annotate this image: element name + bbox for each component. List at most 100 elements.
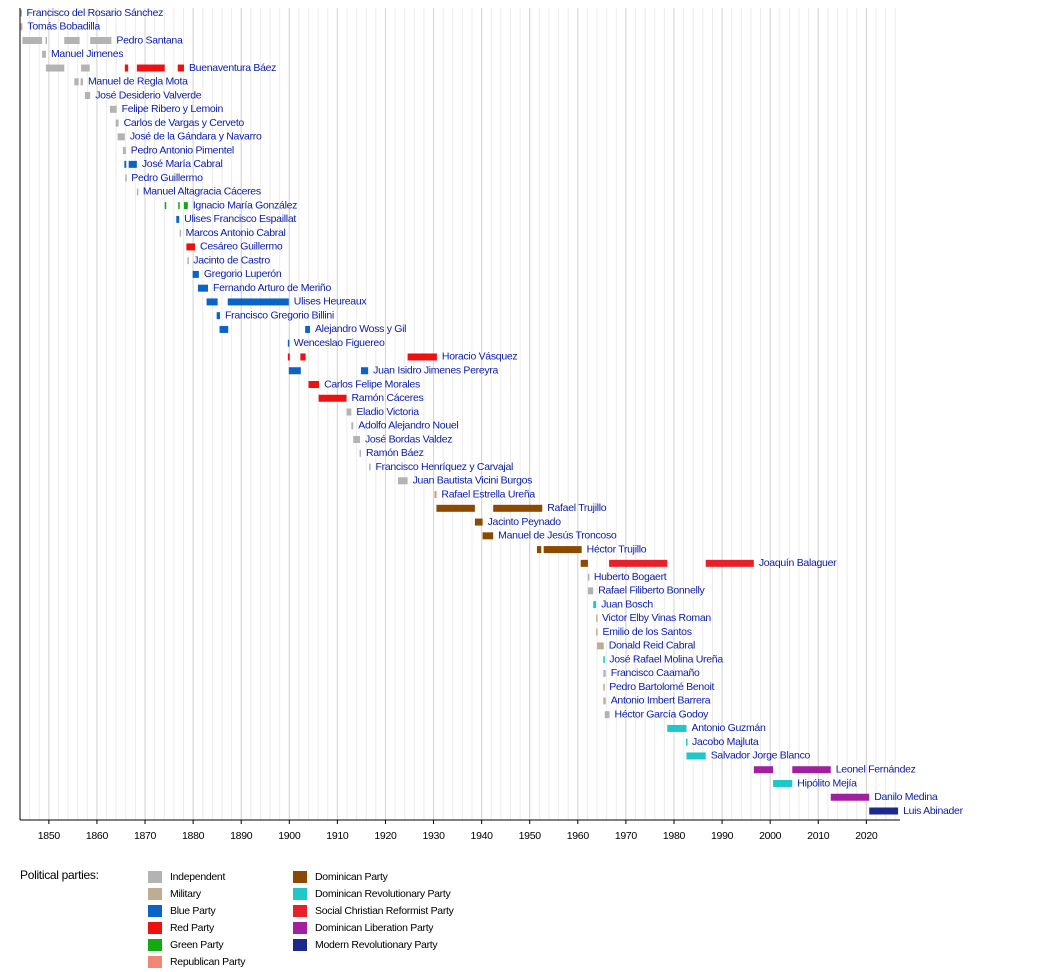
term-bar xyxy=(186,243,196,251)
term-bar xyxy=(580,559,588,567)
president-name: Salvador Jorge Blanco xyxy=(711,750,811,762)
president-name: Juan Isidro Jimenes Pereyra xyxy=(373,365,498,377)
term-bar xyxy=(128,160,137,168)
term-bar xyxy=(64,37,80,45)
term-bar xyxy=(493,504,543,512)
term-bar xyxy=(753,766,774,774)
x-tick-label: 2020 xyxy=(855,830,878,842)
term-bar xyxy=(597,642,604,650)
legend-swatch xyxy=(293,922,307,934)
president-name: Manuel Altagracia Cáceres xyxy=(143,186,261,198)
president-name: Jacinto Peynado xyxy=(488,516,562,528)
legend-label: Military xyxy=(170,888,202,900)
president-name: Francisco del Rosario Sánchez xyxy=(26,7,163,19)
term-bar xyxy=(436,504,475,512)
x-tick-label: 1900 xyxy=(278,830,301,842)
term-bar xyxy=(124,64,129,72)
president-name: Pedro Bartolomé Benoit xyxy=(609,681,714,693)
term-bar xyxy=(206,298,218,306)
term-bar xyxy=(667,724,687,732)
term-bar xyxy=(359,449,361,457)
president-name: Leonel Fernández xyxy=(836,764,916,776)
president-name: Cesáreo Guillermo xyxy=(200,241,283,253)
legend-swatch xyxy=(148,939,162,951)
term-bar xyxy=(536,546,542,554)
term-bar xyxy=(593,601,597,609)
president-name: Emilio de los Santos xyxy=(603,626,692,638)
president-name: Manuel Jimenes xyxy=(51,48,123,60)
term-bar xyxy=(22,37,43,45)
term-bar xyxy=(197,284,209,292)
term-bar xyxy=(109,105,117,113)
term-bar xyxy=(308,380,320,388)
president-name: Ramón Báez xyxy=(366,447,424,459)
term-bar xyxy=(300,353,306,361)
term-bar xyxy=(773,779,793,787)
term-bar xyxy=(183,202,188,210)
x-tick-label: 2000 xyxy=(759,830,782,842)
president-name: Antonio Imbert Barrera xyxy=(611,695,711,707)
president-name: José de la Gándara y Navarro xyxy=(130,131,262,143)
x-tick-label: 1930 xyxy=(422,830,445,842)
president-name: Ramón Cáceres xyxy=(352,392,424,404)
president-name: Jacobo Majluta xyxy=(692,736,759,748)
term-bar xyxy=(124,160,127,168)
term-bar xyxy=(603,683,605,691)
term-bar xyxy=(587,587,594,595)
president-name: Fernando Arturo de Meriño xyxy=(213,282,331,294)
x-tick-label: 2010 xyxy=(807,830,830,842)
x-tick-label: 1870 xyxy=(134,830,157,842)
x-tick-label: 1920 xyxy=(374,830,397,842)
legend-swatch xyxy=(148,956,162,968)
president-name: José Rafael Molina Ureña xyxy=(609,653,723,665)
president-name: Danilo Medina xyxy=(874,791,938,803)
term-bar xyxy=(176,215,180,223)
term-bar xyxy=(705,559,754,567)
president-name: Francisco Gregorio Billini xyxy=(225,309,334,321)
legend-label: Social Christian Reformist Party xyxy=(315,905,455,917)
term-bar xyxy=(179,229,182,237)
term-bar xyxy=(609,559,668,567)
president-name: Horacio Vásquez xyxy=(442,351,518,363)
term-bar xyxy=(125,174,127,182)
president-name: Ulises Heureaux xyxy=(294,296,368,308)
x-tick-label: 1970 xyxy=(615,830,638,842)
term-bar xyxy=(288,367,301,375)
term-bar xyxy=(407,353,437,361)
president-name: Pedro Santana xyxy=(116,34,183,46)
term-bar xyxy=(360,367,369,375)
term-bar xyxy=(122,147,126,155)
president-name: Rafael Trujillo xyxy=(547,502,607,514)
term-bar xyxy=(84,92,91,100)
term-bar xyxy=(74,78,79,86)
president-name: Wenceslao Figuereo xyxy=(294,337,385,349)
president-name: Manuel de Jesús Troncoso xyxy=(498,530,617,542)
term-bar xyxy=(287,339,290,347)
term-bar xyxy=(587,573,590,581)
president-name: Hipólito Mejía xyxy=(797,777,857,789)
x-tick-label: 1880 xyxy=(182,830,205,842)
legend-swatch xyxy=(293,905,307,917)
legend-swatch xyxy=(148,871,162,883)
president-name: Pedro Guillermo xyxy=(131,172,203,184)
legend-title: Political parties: xyxy=(20,868,99,882)
x-tick-label: 1940 xyxy=(471,830,494,842)
x-tick-label: 1960 xyxy=(567,830,590,842)
president-name: Juan Bautista Vicini Burgos xyxy=(413,475,533,487)
president-name: Buenaventura Báez xyxy=(189,62,276,74)
legend-swatch xyxy=(148,922,162,934)
term-bar xyxy=(20,23,23,31)
president-name: Eladio Victoria xyxy=(356,406,419,418)
president-name: Alejandro Woss y Gil xyxy=(315,323,406,335)
x-tick-label: 1860 xyxy=(86,830,109,842)
x-tick-label: 1980 xyxy=(663,830,686,842)
term-bar xyxy=(192,270,199,278)
term-bar xyxy=(187,257,189,265)
term-bar xyxy=(686,752,706,760)
term-bar xyxy=(603,656,605,664)
term-bar xyxy=(603,697,606,705)
legend-label: Dominican Party xyxy=(315,871,389,883)
term-bar xyxy=(434,491,437,499)
term-bar xyxy=(604,711,610,719)
